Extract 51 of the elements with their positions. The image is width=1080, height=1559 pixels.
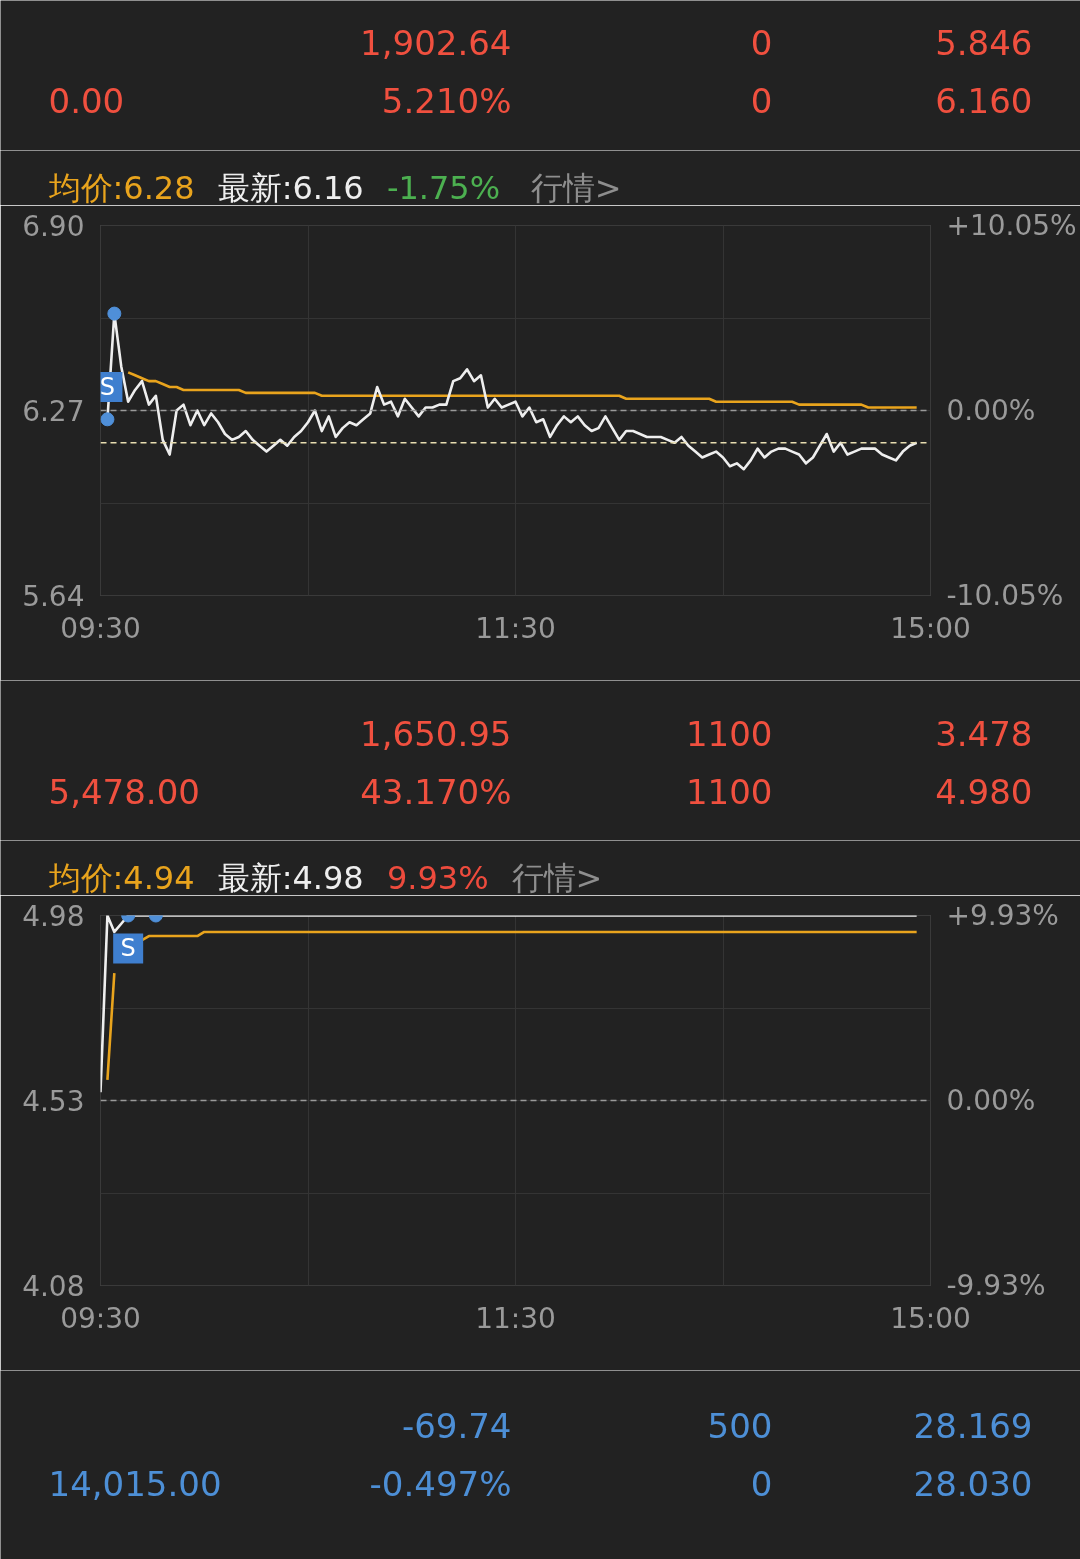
text: 43.170% xyxy=(360,771,512,812)
y-tick-label: 5.64 xyxy=(22,580,85,613)
y-tick-label: 6.90 xyxy=(22,210,85,243)
x-tick-label: 09:30 xyxy=(60,611,141,645)
x-tick-label: 11:30 xyxy=(475,611,556,645)
text: 5,478.00 xyxy=(48,772,200,812)
x-tick-label: 15:00 xyxy=(890,1301,971,1335)
text: 行情> xyxy=(530,168,622,207)
y2-tick-label: -10.05% xyxy=(946,579,1064,612)
text: 4.980 xyxy=(935,772,1033,812)
annotation: S xyxy=(99,373,116,402)
y-tick-label: 6.27 xyxy=(22,395,85,428)
text: 14,015.00 xyxy=(48,1464,222,1504)
text: 28.030 xyxy=(913,1464,1033,1504)
series-label: 最新:4.98 xyxy=(217,858,364,897)
text: -69.74 xyxy=(401,1406,512,1446)
text: 均价:6.28 xyxy=(47,168,195,207)
x-tick-label: 15:00 xyxy=(890,611,971,645)
text: 9.93% xyxy=(386,858,489,897)
x-tick-label: 09:30 xyxy=(60,1301,141,1335)
text: 最新:6.16 xyxy=(217,168,364,207)
annotation: S xyxy=(120,934,136,963)
y2-tick-label: +10.05% xyxy=(946,209,1077,242)
y-tick-label: 4.98 xyxy=(22,900,85,933)
x-tick-label: 11:30 xyxy=(475,1301,556,1335)
y2-tick-label: 0.00% xyxy=(946,394,1036,427)
text: 0 xyxy=(750,81,773,121)
text: 1,650.95 xyxy=(360,714,512,754)
text: 1100 xyxy=(685,772,773,812)
text: 0 xyxy=(750,23,773,63)
text: 0.00 xyxy=(48,81,125,121)
text: 3.478 xyxy=(935,714,1033,754)
y-tick-label: 4.08 xyxy=(22,1270,85,1303)
text: 0 xyxy=(750,1464,773,1504)
text: -1.75% xyxy=(386,168,501,207)
line-series xyxy=(126,371,918,409)
y2-tick-label: +9.93% xyxy=(946,899,1059,932)
text: 28.169 xyxy=(913,1406,1033,1446)
y2-tick-label: -9.93% xyxy=(946,1269,1046,1302)
text: 1,902.64 xyxy=(360,23,512,63)
series-label: 均价:4.94 xyxy=(47,858,195,897)
y2-tick-label: 0.00% xyxy=(946,1084,1036,1117)
text: 5.846 xyxy=(935,23,1033,63)
text: 行情> xyxy=(511,858,603,897)
text: -0.497% xyxy=(369,1463,512,1504)
text: 1100 xyxy=(685,714,773,754)
text: 500 xyxy=(707,1406,773,1446)
text: 6.160 xyxy=(935,81,1033,121)
line-series xyxy=(100,915,918,1094)
text: 5.210% xyxy=(381,80,512,121)
y-tick-label: 4.53 xyxy=(22,1085,85,1118)
